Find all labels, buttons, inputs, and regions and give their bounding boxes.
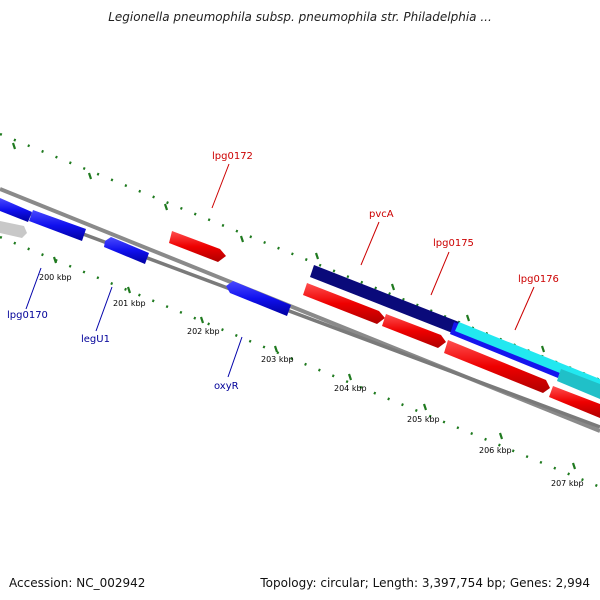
kbp-label: 207 kbp xyxy=(551,479,584,488)
kbp-label: 202 kbp xyxy=(187,327,220,336)
gene-features xyxy=(0,198,600,418)
kbp-scale-labels: 200 kbp 201 kbp 202 kbp 203 kbp 204 kbp … xyxy=(39,273,584,488)
kbp-label: 205 kbp xyxy=(407,415,440,424)
feature-red-row-1[interactable] xyxy=(303,283,385,324)
gene-label-lpg0175[interactable]: lpg0175 xyxy=(433,238,474,249)
feature-teal-right[interactable] xyxy=(557,369,600,399)
kbp-label: 203 kbp xyxy=(261,355,294,364)
genome-backbone xyxy=(0,187,600,433)
gene-label-oxyR[interactable]: oxyR xyxy=(214,381,239,392)
gene-label-lpg0170[interactable]: lpg0170 xyxy=(7,310,48,321)
label-pointers xyxy=(25,163,535,378)
kbp-label: 204 kbp xyxy=(334,384,367,393)
feature-gray-left[interactable] xyxy=(0,221,27,238)
feature-blue-legU1[interactable] xyxy=(104,237,149,264)
gene-label-lpg0172[interactable]: lpg0172 xyxy=(212,151,253,162)
inner-tick-ring xyxy=(0,235,600,489)
feature-red-row-4[interactable] xyxy=(549,386,600,418)
gene-label-lpg0176[interactable]: lpg0176 xyxy=(518,274,559,285)
feature-navy-pvcA[interactable] xyxy=(310,265,459,334)
feature-red-lpg0172[interactable] xyxy=(169,231,226,262)
kbp-label: 201 kbp xyxy=(113,299,146,308)
gene-label-legU1[interactable]: legU1 xyxy=(81,334,110,345)
accession-text: Accession: NC_002942 xyxy=(9,576,146,590)
map-title: Legionella pneumophila subsp. pneumophil… xyxy=(108,10,492,24)
feature-red-row-2[interactable] xyxy=(382,314,446,348)
kbp-label: 200 kbp xyxy=(39,273,72,282)
gene-label-pvcA[interactable]: pvcA xyxy=(369,209,394,220)
genome-summary-text: Topology: circular; Length: 3,397,754 bp… xyxy=(260,576,590,590)
inner-major-ticks xyxy=(52,256,577,470)
outer-major-ticks xyxy=(11,142,546,353)
gene-labels: lpg0172 pvcA lpg0175 lpg0176 lpg0170 leg… xyxy=(7,151,559,392)
feature-blue-oxyR[interactable] xyxy=(226,281,291,316)
feature-blue-left-1[interactable] xyxy=(0,198,32,222)
kbp-label: 206 kbp xyxy=(479,446,512,455)
feature-blue-left-2[interactable] xyxy=(29,210,86,241)
feature-red-row-3[interactable] xyxy=(444,340,550,393)
